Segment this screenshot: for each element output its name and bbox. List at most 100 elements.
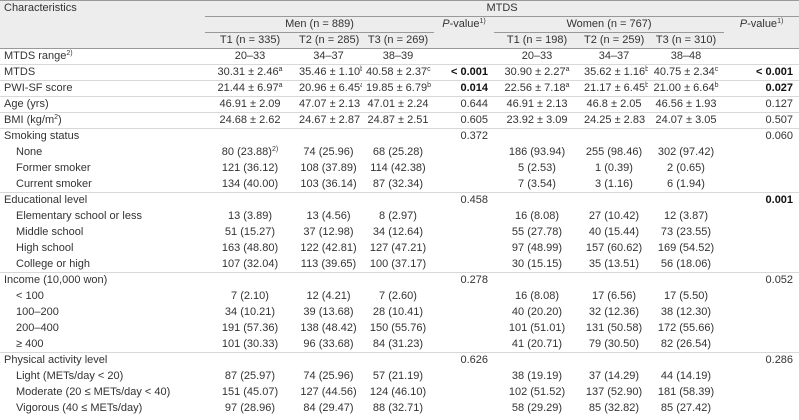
text: 108 (37.89) [300, 162, 357, 174]
sub-row: 200–400 191 (57.36) 138 (48.42) 150 (55.76)… [0, 321, 799, 337]
text: 12 (3.87) [663, 210, 709, 222]
p-value-cell [434, 385, 494, 401]
row-label: BMI (kg/m2) [0, 112, 205, 129]
italic-text: P [442, 18, 450, 31]
sub-row: Light (METs/day < 20) 87 (25.97) 74 (25.96… [0, 369, 799, 385]
text: 79 (30.50) [588, 337, 640, 350]
text: None [16, 146, 43, 158]
value-cell: 7 (2.60) [362, 289, 434, 305]
text: 0.507 [765, 114, 794, 126]
text: 124 (46.10) [369, 386, 427, 398]
superscript: a [565, 66, 570, 73]
value-cell: 27 (10.42) [580, 209, 648, 225]
text: 58 (29.29) [511, 402, 563, 414]
p-value-cell [434, 177, 494, 193]
value-cell: 122 (42.81) [295, 241, 362, 257]
value-cell: 30 (15.15) [494, 257, 580, 273]
superscript: 1) [479, 18, 486, 26]
superscript: 2) [66, 50, 73, 57]
text: 85 (27.42) [660, 402, 712, 414]
row-label: MTDS [0, 64, 205, 81]
text: 21.00 ± 6.64 [653, 82, 715, 94]
text: Current smoker [16, 177, 92, 190]
value-cell [295, 192, 362, 209]
text: 47.01 ± 2.24 [367, 98, 429, 110]
value-cell [205, 128, 295, 145]
italic-text: P [739, 18, 748, 31]
text: 44 (14.19) [660, 370, 712, 382]
text: 138 (48.42) [300, 322, 357, 334]
value-cell: 12 (4.21) [295, 289, 362, 305]
value-cell [205, 192, 295, 209]
value-cell [648, 128, 724, 145]
p-value-cell: 0.286 [724, 352, 799, 369]
p-value-cell [724, 257, 799, 273]
value-cell [295, 272, 362, 289]
text: 38 (12.30) [660, 306, 712, 318]
text: 96 (33.68) [303, 337, 354, 350]
text: MTDS [4, 66, 36, 78]
text: 27 (10.42) [588, 210, 640, 222]
p-value-cell: 0.052 [724, 272, 799, 289]
text: 24.07 ± 3.05 [655, 114, 717, 126]
text: 74 (25.96) [303, 370, 354, 382]
header-tertile: T1 (n = 335) [205, 32, 295, 49]
text: 100–200 [16, 306, 59, 318]
value-cell: 157 (60.62) [580, 241, 648, 257]
text: 200–400 [16, 322, 59, 334]
text: 47.07 ± 2.13 [299, 98, 361, 110]
text: 101 (51.01) [508, 322, 566, 334]
p-value-cell: 0.626 [434, 352, 494, 369]
text: 30.31 ± 2.46 [217, 66, 279, 78]
p-value-cell: 0.507 [724, 112, 799, 129]
p-value-cell: 0.027 [724, 80, 799, 97]
row-label: Physical activity level [0, 352, 205, 369]
p-value-cell [724, 289, 799, 305]
header-empty [0, 32, 205, 49]
text: 80 (23.88) [221, 146, 272, 158]
text: 51 (15.27) [224, 226, 276, 238]
row: MTDS range2) 20–33 34–37 38–39 20–33 34–37 38–… [0, 49, 799, 65]
text: 127 (44.56) [300, 386, 357, 398]
text: 73 (23.55) [660, 226, 712, 238]
text: 23.92 ± 3.09 [506, 114, 568, 126]
text: 131 (50.58) [585, 322, 643, 334]
text: 107 (32.04) [221, 257, 279, 270]
text: 20–33 [234, 50, 266, 62]
p-value-cell: 0.060 [724, 128, 799, 145]
superscript: b [427, 82, 431, 89]
value-cell: 5 (2.53) [494, 161, 580, 177]
text: 87 (25.97) [224, 370, 276, 382]
text: 0.372 [460, 130, 488, 143]
value-cell: 88 (32.71) [362, 401, 434, 417]
text: 20–33 [521, 50, 553, 62]
value-cell: 68 (25.28) [362, 145, 434, 161]
text: 38 (19.19) [511, 370, 563, 382]
text: 8 (2.97) [379, 210, 417, 222]
text: 24.68 ± 2.62 [219, 114, 281, 126]
row-label: Elementary school or less [0, 209, 205, 225]
text: 0.605 [460, 114, 488, 126]
row-label: Vigorous (40 ≤ METs/day) [0, 401, 205, 417]
text: 157 (60.62) [585, 242, 643, 254]
value-cell: 151 (45.07) [205, 385, 295, 401]
value-cell: 37 (12.98) [295, 225, 362, 241]
value-cell: 79 (30.50) [580, 337, 648, 353]
row: Age (yrs) 46.91 ± 2.09 47.07 ± 2.13 47.01 ±… [0, 96, 799, 113]
value-cell [205, 352, 295, 369]
value-cell: 12 (3.87) [648, 209, 724, 225]
value-cell: 24.07 ± 3.05 [648, 112, 724, 129]
superscript: 2) [271, 146, 279, 153]
p-value-cell [434, 225, 494, 241]
sub-row: Former smoker 121 (36.12) 108 (37.89) 114 (… [0, 161, 799, 177]
value-cell: 32 (12.36) [580, 305, 648, 321]
row-label: Income (10,000 won) [0, 272, 205, 289]
value-cell: 46.91 ± 2.09 [205, 96, 295, 113]
value-cell: 56 (18.06) [648, 257, 724, 273]
value-cell [648, 272, 724, 289]
value-cell [580, 272, 648, 289]
row: Income (10,000 won) 0.278 0.052 [0, 272, 799, 289]
p-value-cell: < 0.001 [724, 64, 799, 81]
